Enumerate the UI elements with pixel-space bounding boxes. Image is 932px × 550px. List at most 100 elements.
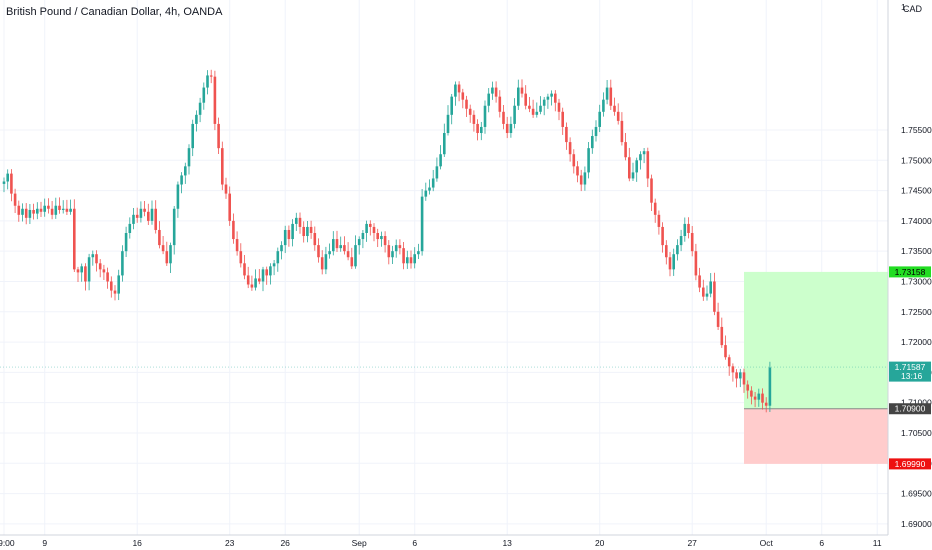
candle-body [565,126,568,143]
candle [61,200,65,214]
candle [50,201,54,220]
candle-body [535,111,539,115]
candle [439,145,442,170]
candle [357,236,361,255]
candle-body [679,236,683,246]
candle-body [402,248,405,264]
candle [435,157,439,182]
candle-body [639,154,642,161]
candle [713,272,716,316]
candle-body [350,257,354,267]
price-tick-label: 1.74500 [901,186,932,196]
candle [616,103,620,125]
candle-body [417,251,420,255]
candle [491,81,494,100]
candle-body [154,208,157,230]
candle [280,241,283,260]
candle [283,225,287,254]
candle-body [272,263,276,267]
candle-body [650,178,653,203]
candle [668,251,672,277]
time-tick-label: 11 [873,538,882,548]
candle-body [391,251,394,258]
candle [339,236,342,252]
price-tick-label: 1.72500 [901,307,932,317]
candle-body [76,269,80,273]
candle [628,147,631,182]
candle [461,88,465,109]
candle [143,201,146,217]
candle-body [6,173,9,182]
candle-body [84,266,87,282]
candle-body [550,93,553,97]
candle-body [110,281,113,291]
candle [58,197,61,214]
candle-body [731,366,735,373]
candle-body [587,148,590,173]
candle-body [605,87,609,100]
candle [657,210,661,235]
candle [213,70,217,131]
candle-body [135,214,139,218]
candle-body [324,254,328,270]
candle-body [394,245,398,252]
candle-body [54,205,58,215]
candle [768,361,772,413]
candle-body [757,393,761,400]
candle-body [95,254,98,264]
candle-body [616,111,620,121]
candle [661,222,664,253]
candle-body [735,372,738,379]
candle [287,225,291,247]
candle-body [468,108,472,115]
candle-body [380,236,383,240]
candle-body [320,257,324,270]
candle-body [87,257,91,282]
candle [394,239,398,258]
candle [217,117,220,155]
candle-body [61,208,65,210]
candle [224,177,228,199]
currency-label: CAD [903,4,923,14]
candle [298,212,302,234]
time-tick-label: 27 [687,538,697,548]
candle [372,223,376,242]
candle [746,380,749,399]
candle [276,247,280,272]
candle [716,302,720,331]
candle [742,368,746,393]
candle-body [494,87,498,97]
price-tick-label: 1.70500 [901,428,932,438]
candle [683,217,687,242]
candle-body [328,251,331,255]
candle-body [369,223,372,227]
candle [398,239,402,255]
candle [309,220,313,239]
candle [709,273,712,298]
candle-body [332,239,335,252]
candle-body [198,102,202,115]
candle [413,247,416,269]
candle [269,263,272,285]
price-tick-label: 1.74000 [901,216,932,226]
candle [509,116,513,138]
candle-body [542,99,546,106]
candle [69,199,72,215]
candle-body [554,93,557,103]
candle [195,110,198,132]
candle-body [539,105,542,112]
candle-body [232,220,235,240]
candle-body [694,251,698,276]
candle-body [376,233,379,240]
candle [391,245,394,265]
candle-body [446,114,450,134]
candle [409,250,413,269]
candle [583,166,587,191]
candle-body [620,120,624,143]
candle [261,266,265,292]
candle [250,275,254,291]
candle-body [172,208,176,246]
candle-body [764,402,768,406]
candle-body [50,208,54,215]
